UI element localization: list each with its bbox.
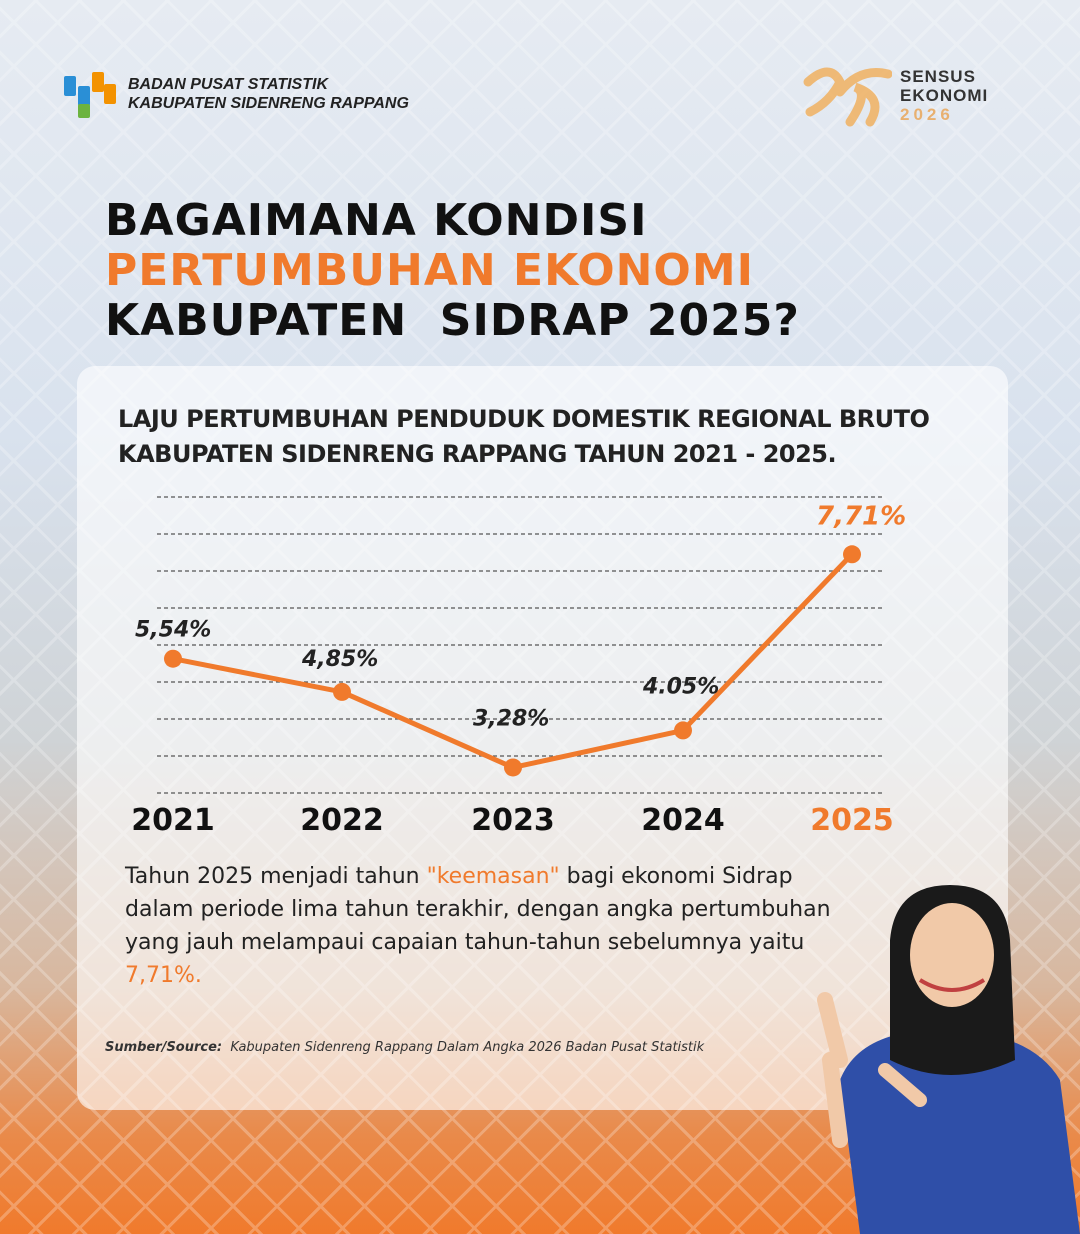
x-tick-label: 2023 [471,803,555,838]
data-point [674,721,692,740]
desc-text-2: bagi ekonomi Sidrap dalam periode lima t… [125,864,831,955]
census-line2: EKONOMI [900,85,989,105]
data-point [504,758,522,777]
org-name: BADAN PUSAT STATISTIK [128,76,328,93]
data-point [333,682,351,701]
chart-title-line1: LAJU PERTUMBUHAN PENDUDUK DOMESTIK REGIO… [118,405,930,433]
desc-text-1: Tahun 2025 menjadi tahun [125,864,427,889]
chart-title-line2: KABUPATEN SIDENRENG RAPPANG TAHUN 2021 -… [118,440,837,468]
chart-card [77,366,1008,1110]
source-note: Sumber/Source: Kabupaten Sidenreng Rappa… [105,1040,704,1055]
title-line3: KABUPATEN SIDRAP 2025? [105,295,800,346]
data-label: 4.05% [642,674,719,699]
data-label: 4,85% [301,647,378,672]
data-label: 5,54% [135,618,211,643]
desc-highlight-2: 7,71%. [125,963,202,988]
data-label: 3,28% [473,706,549,731]
title-line2: PERTUMBUHAN EKONOMI [105,245,754,296]
census-year: 2026 [900,104,954,124]
x-tick-label: 2022 [300,803,384,838]
chart-title: LAJU PERTUMBUHAN PENDUDUK DOMESTIK REGIO… [118,402,930,472]
description: Tahun 2025 menjadi tahun "keemasan" bagi… [125,860,855,992]
person-illustration [817,885,1080,1234]
source-label: Sumber/Source: [105,1040,223,1055]
sensus-ekonomi-logo: SENSUS EKONOMI 2026 [800,62,988,128]
title-line1: BAGAIMANA KONDISI [105,195,648,246]
bps-logo-icon [58,70,118,118]
line-chart: 5,54% 2021 4,85% 2022 3,28% 2023 4.05% 2024 7,71… [131,496,906,838]
data-label: 7,71% [816,501,906,531]
bps-logo: BADAN PUSAT STATISTIK KABUPATEN SIDENREN… [58,70,409,118]
x-tick-label: 2025 [810,803,894,838]
census-line1: SENSUS [900,66,976,86]
data-point [164,649,182,668]
x-tick-label: 2024 [641,803,725,838]
series-line [172,552,854,770]
sensus-ekonomi-icon [803,67,892,127]
page-title: BAGAIMANA KONDISI PERTUMBUHAN EKONOMI KA… [105,196,800,346]
x-tick-label: 2021 [131,803,215,838]
data-point [843,545,861,564]
desc-highlight-1: "keemasan" [426,864,560,889]
org-region: KABUPATEN SIDENRENG RAPPANG [128,95,409,112]
source-text: Kabupaten Sidenreng Rappang Dalam Angka … [230,1040,705,1055]
